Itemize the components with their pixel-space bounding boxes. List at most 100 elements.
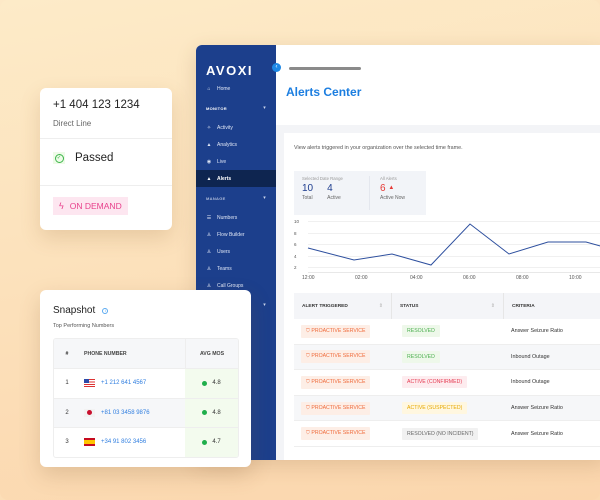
stat-sublabel: Active Now	[380, 195, 406, 202]
sidebar-item-teams[interactable]: ♙ Teams	[196, 260, 276, 277]
all-alerts-stats: All Alerts 6 ▲ Active Now	[370, 176, 405, 210]
column-alert-triggered[interactable]: ALERT TRIGGERED ⇕	[294, 293, 392, 319]
lightning-icon: ϟ	[59, 201, 64, 211]
chevron-down-icon: ▾	[263, 302, 266, 308]
sidebar-item-label: Analytics	[217, 141, 238, 148]
sidebar-item-activity[interactable]: ✧ Activity	[196, 119, 276, 136]
on-demand-badge[interactable]: ϟ ON DEMAND	[53, 197, 128, 215]
status-dot-icon	[202, 410, 208, 416]
direct-line-card: +1 404 123 1234 Direct Line ✓ Passed ϟ O…	[40, 88, 172, 230]
sidebar-item-numbers[interactable]: ☰ Numbers	[196, 209, 276, 226]
section-monitor[interactable]: MONITOR ▾	[196, 97, 276, 119]
sidebar-item-flow-builder[interactable]: ♙ Flow Builder	[196, 226, 276, 243]
gridline	[308, 221, 600, 222]
rank: 2	[65, 409, 69, 416]
status-badge: ACTIVE (CONFIRMED)	[402, 376, 468, 389]
sidebar-nav: ⌂ Home MONITOR ▾ ✧ Activity ▲ Analytics …	[196, 80, 276, 316]
sidebar-item-home[interactable]: ⌂ Home	[196, 80, 276, 97]
column-criteria[interactable]: CRITERIA	[504, 293, 543, 319]
table-row[interactable]: ⛉ PROACTIVE SERVICE RESOLVED Inbound Out…	[294, 344, 600, 371]
sidebar-item-live[interactable]: ◉ Live	[196, 153, 276, 170]
test-status: ✓ Passed	[53, 152, 113, 164]
top-bar: Alerts Center	[276, 45, 600, 125]
phone-link[interactable]: +1 212 641 4567	[101, 380, 147, 387]
stat-label: All Alerts	[380, 176, 397, 181]
alert-type: PROACTIVE SERVICE	[311, 327, 366, 334]
shield-icon: ⛉	[306, 353, 310, 360]
y-tick: 4	[294, 253, 297, 259]
table-row[interactable]: ⛉ PROACTIVE SERVICE ACTIVE (CONFIRMED) I…	[294, 370, 600, 396]
divider	[40, 185, 172, 186]
alerts-line-chart: 10 8 6 4 2 12:00 02:00 04:00 06:00 08:00	[294, 217, 600, 285]
us-flag-icon	[84, 379, 95, 388]
alert-type-badge: ⛉ PROACTIVE SERVICE	[301, 350, 371, 364]
table-row[interactable]: ⛉ PROACTIVE SERVICE ACTIVE (SUSPECTED) A…	[294, 395, 600, 422]
sidebar-item-label: Numbers	[217, 214, 238, 221]
app-window: AVOXI ‹ ⌂ Home MONITOR ▾ ✧ Activity ▲ An…	[196, 45, 600, 460]
column-label: STATUS	[400, 303, 419, 309]
rank: 3	[65, 439, 69, 446]
gridline	[308, 255, 600, 257]
section-collapsed[interactable]: ▾	[196, 294, 276, 316]
alerts-panel: View alerts triggered in your organizati…	[284, 133, 600, 460]
sidebar-item-alerts[interactable]: ▲ Alerts	[196, 170, 276, 187]
alert-type: PROACTIVE SERVICE	[311, 353, 366, 360]
panel-description: View alerts triggered in your organizati…	[294, 145, 463, 151]
warning-icon: ▲	[206, 175, 212, 182]
table-row[interactable]: 3 +34 91 802 3456 4.7	[54, 427, 238, 457]
warning-icon: ▲	[388, 185, 395, 191]
y-tick: 8	[294, 230, 297, 236]
table-row[interactable]: ⛉ PROACTIVE SERVICE RESOLVED Answer Seiz…	[294, 319, 600, 345]
snapshot-subtitle: Top Performing Numbers	[53, 323, 115, 329]
rank: 1	[65, 380, 69, 387]
gridline	[308, 267, 600, 268]
sort-icon[interactable]: ⇕	[378, 303, 383, 309]
sidebar-item-analytics[interactable]: ▲ Analytics	[196, 136, 276, 153]
column-status[interactable]: STATUS ⇕	[392, 293, 504, 319]
status-badge: RESOLVED	[402, 350, 440, 363]
top-numbers-table: # PHONE NUMBER AVG MOS 1 +1 212 641 4567…	[53, 338, 239, 458]
sidebar-item-label: Flow Builder	[217, 231, 245, 238]
live-icon: ◉	[206, 158, 212, 165]
table-row[interactable]: ⛉ PROACTIVE SERVICE RESOLVED (NO INCIDEN…	[294, 421, 600, 447]
check-circle-icon: ✓	[53, 152, 65, 164]
info-icon[interactable]: i	[102, 307, 109, 314]
stats-summary: Selected Date Range 10 Total 4 Active Al…	[294, 171, 426, 215]
x-tick: 04:00	[410, 275, 423, 281]
x-axis	[308, 272, 600, 273]
x-tick: 12:00	[302, 275, 315, 281]
team-icon: ♙	[206, 265, 212, 272]
sidebar-item-label: Users	[217, 248, 231, 255]
criteria-cell: Inbound Outage	[511, 379, 550, 386]
table-row[interactable]: 2 +81 03 3458 9876 4.8	[54, 397, 238, 427]
criteria-cell: Inbound Outage	[511, 353, 550, 360]
divider	[40, 138, 172, 139]
sidebar-item-label: Teams	[217, 265, 232, 272]
badge-label: ON DEMAND	[69, 201, 122, 211]
alert-type: PROACTIVE SERVICE	[311, 430, 366, 437]
check-glyph: ✓	[54, 153, 64, 163]
phone-link[interactable]: +81 03 3458 9876	[101, 409, 150, 416]
column-rank: #	[65, 350, 69, 357]
column-label: ALERT TRIGGERED	[302, 303, 348, 309]
column-label: CRITERIA	[512, 303, 535, 309]
total-count: 10	[302, 183, 314, 194]
home-icon: ⌂	[207, 85, 211, 92]
section-manage[interactable]: MANAGE ▾	[196, 187, 276, 209]
flow-builder-icon: ♙	[206, 231, 212, 238]
table-row[interactable]: 1 +1 212 641 4567 4.8	[54, 368, 238, 398]
user-icon: ♙	[206, 248, 212, 255]
chart-line	[307, 223, 600, 266]
sidebar-item-label: Home	[217, 85, 231, 92]
jp-flag-icon	[84, 408, 95, 417]
x-tick: 02:00	[355, 275, 368, 281]
sort-icon[interactable]: ⇕	[490, 303, 495, 309]
active-now-value: 6	[380, 183, 386, 195]
sidebar-item-call-groups[interactable]: ♙ Call Groups	[196, 277, 276, 294]
stat-sublabel: Active	[327, 195, 341, 201]
collapse-sidebar-icon[interactable]: ‹	[272, 63, 281, 72]
sidebar-item-users[interactable]: ♙ Users	[196, 243, 276, 260]
column-phone-number: PHONE NUMBER	[84, 350, 127, 357]
numbers-icon: ☰	[206, 214, 212, 221]
phone-link[interactable]: +34 91 802 3456	[101, 439, 147, 446]
